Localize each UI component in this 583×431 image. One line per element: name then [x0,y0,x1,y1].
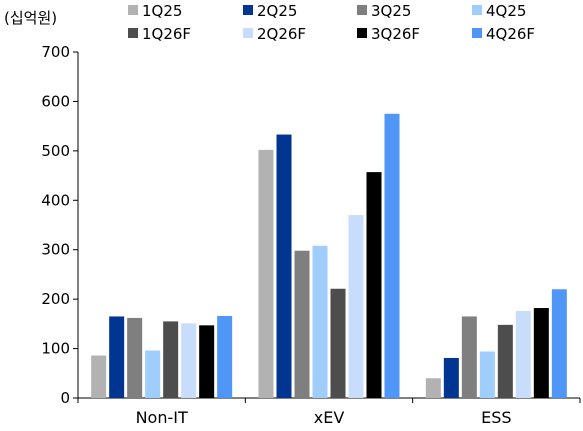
y-tick-label: 200 [41,290,70,308]
bar-3Q26F-xEV [366,172,382,398]
bar-3Q26F-Non-IT [199,325,215,398]
y-tick-label: 400 [41,191,70,209]
y-axis: 0 100 200 300 400 500 600 700 [41,43,79,407]
bar-3Q25-xEV [294,250,310,398]
x-axis: Non-IT xEV ESS [77,397,581,427]
bar-4Q25-xEV [312,245,328,398]
category-label: ESS [481,408,511,427]
category-label: Non-IT [136,408,188,427]
y-tick-label: 100 [41,340,70,358]
y-tick-label: 600 [41,92,70,110]
bar-4Q25-Non-IT [145,350,161,398]
y-tick-label: 700 [41,43,70,61]
bar-1Q26F-xEV [330,288,346,398]
legend-swatch [357,28,367,38]
legend-swatch [472,28,482,38]
bar-2Q26F-ESS [515,311,531,398]
legend: 1Q25 2Q25 3Q25 4Q25 1Q26F 2Q26F 3Q26F 4Q26F [128,2,535,43]
y-tick-label: 300 [41,241,70,259]
y-tick-label: 0 [60,389,70,407]
legend-swatch [357,5,367,15]
bar-4Q25-ESS [479,351,495,398]
legend-label: 1Q26F [142,25,191,43]
unit-label: (십억원) [4,9,57,27]
y-tick-label: 500 [41,142,70,160]
bar-3Q25-Non-IT [127,317,143,398]
legend-swatch [243,5,253,15]
bar-2Q25-xEV [276,134,292,398]
legend-label: 2Q26F [257,25,306,43]
bar-3Q25-ESS [461,316,477,398]
bar-1Q26F-Non-IT [163,321,179,398]
legend-label: 3Q25 [371,2,411,20]
bar-1Q26F-ESS [497,324,513,398]
legend-label: 3Q26F [371,25,420,43]
bar-1Q25-Non-IT [91,355,107,398]
legend-label: 2Q25 [257,2,297,20]
bar-2Q25-Non-IT [109,316,125,398]
bar-4Q26F-Non-IT [217,315,233,398]
bar-1Q25-ESS [425,378,441,398]
legend-swatch [243,28,253,38]
bar-2Q26F-Non-IT [181,323,197,398]
legend-swatch [128,5,138,15]
bars [91,113,567,399]
bar-4Q26F-ESS [551,289,567,398]
legend-label: 1Q25 [142,2,182,20]
legend-swatch [128,28,138,38]
legend-swatch [472,5,482,15]
legend-label: 4Q25 [486,2,526,20]
bar-3Q26F-ESS [533,308,549,398]
bar-4Q26F-xEV [384,113,400,399]
bar-1Q25-xEV [258,149,274,398]
legend-label: 4Q26F [486,25,535,43]
category-label: xEV [314,408,345,427]
bar-2Q25-ESS [443,357,459,398]
bar-2Q26F-xEV [348,215,364,398]
